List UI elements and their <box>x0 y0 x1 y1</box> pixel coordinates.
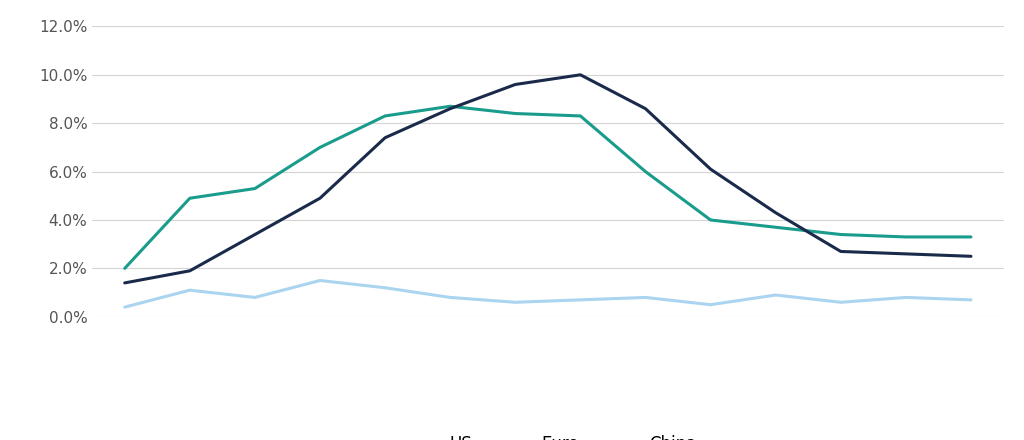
Legend: US, Euro, China: US, Euro, China <box>392 428 703 440</box>
